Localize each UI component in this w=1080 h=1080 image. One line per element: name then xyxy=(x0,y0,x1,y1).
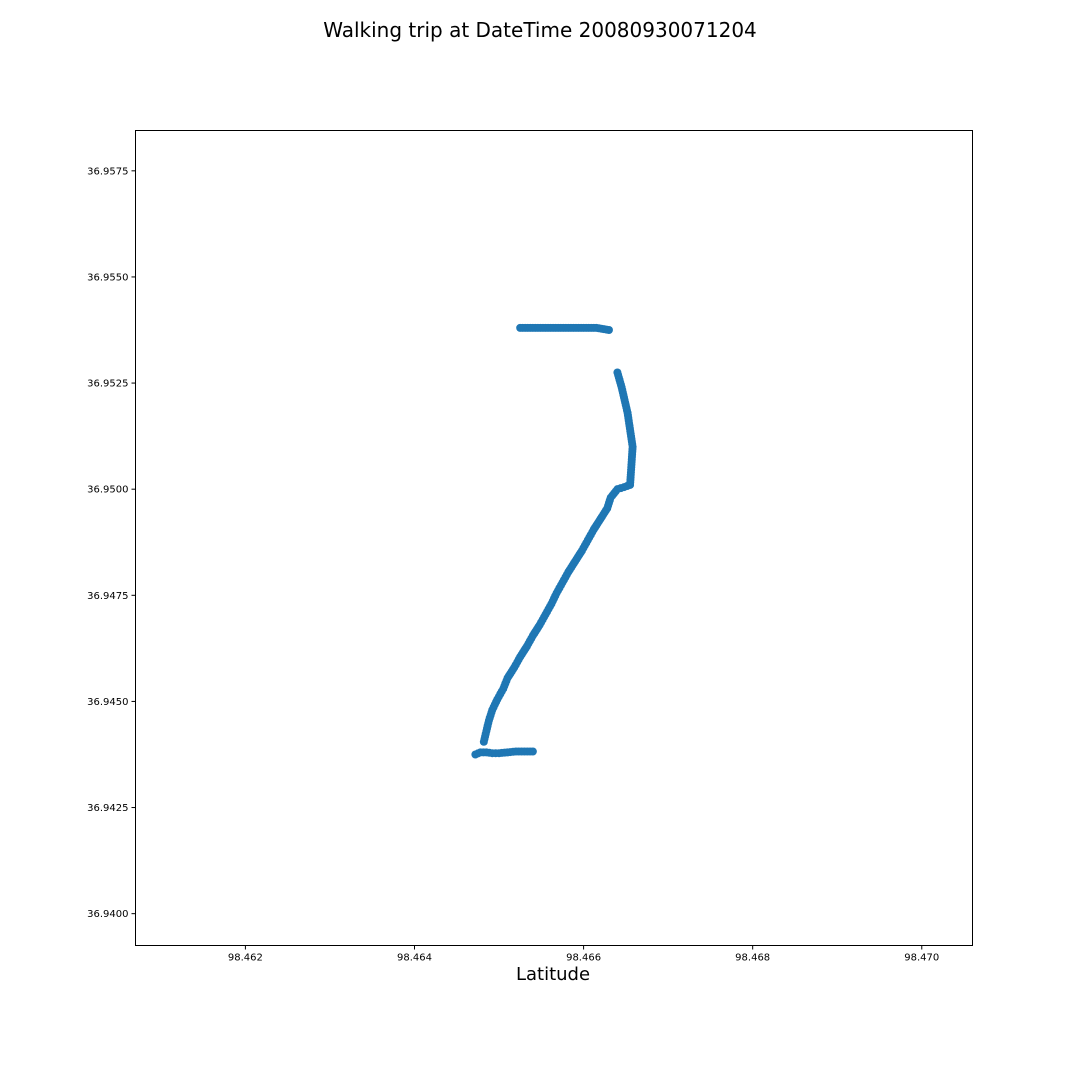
data-points xyxy=(471,323,637,759)
plot-area xyxy=(135,130,973,946)
y-tick-label: 36.9550 xyxy=(87,272,128,283)
x-tick-label: 98.462 xyxy=(228,953,263,964)
chart-title: Walking trip at DateTime 20080930071204 xyxy=(323,18,757,42)
x-tick-label: 98.464 xyxy=(397,953,432,964)
data-point xyxy=(528,747,537,756)
y-tick-label: 36.9400 xyxy=(87,909,128,920)
y-tick-label: 36.9500 xyxy=(87,485,128,496)
x-tick-label: 98.468 xyxy=(735,953,770,964)
y-tick-label: 36.9450 xyxy=(87,697,128,708)
y-ticks: 36.9400 36.9425 36.9450 36.9475 36.9500 36.95… xyxy=(87,166,136,920)
y-tick-label: 36.9525 xyxy=(87,379,128,390)
x-tick-label: 98.470 xyxy=(904,953,939,964)
y-tick-label: 36.9425 xyxy=(87,803,128,814)
x-ticks: 98.462 98.464 98.466 98.468 98.470 xyxy=(228,945,939,964)
x-axis-label: Latitude xyxy=(516,964,590,985)
data-point xyxy=(516,323,525,332)
y-tick-label: 36.9575 xyxy=(87,166,128,177)
data-point xyxy=(613,368,622,377)
x-tick-label: 98.466 xyxy=(566,953,601,964)
y-tick-label: 36.9475 xyxy=(87,591,128,602)
